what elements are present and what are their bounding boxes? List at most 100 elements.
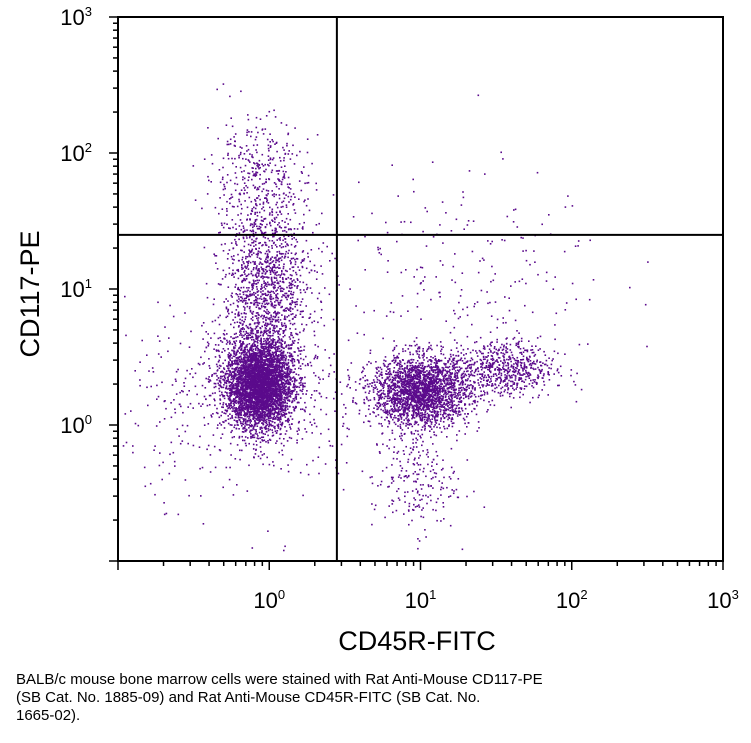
data-point (233, 372, 236, 375)
data-point (227, 407, 229, 410)
data-point (227, 388, 229, 390)
data-point (247, 409, 249, 412)
data-point (247, 363, 250, 365)
data-point (273, 367, 276, 370)
data-point (231, 424, 233, 426)
data-point (271, 365, 274, 367)
data-point (261, 395, 263, 397)
data-point (264, 405, 267, 408)
data-point (269, 318, 271, 321)
data-point (246, 266, 249, 268)
data-point (250, 411, 253, 413)
data-point (263, 414, 265, 417)
data-point (233, 377, 235, 380)
data-point (278, 405, 280, 407)
data-point (242, 291, 245, 293)
data-point (266, 346, 269, 348)
data-point (267, 367, 270, 369)
data-point (246, 423, 248, 426)
data-point (266, 350, 269, 353)
data-point (256, 363, 258, 366)
data-point (225, 381, 227, 384)
data-point (243, 410, 245, 413)
data-point (267, 379, 270, 381)
data-point (289, 394, 292, 397)
data-point (279, 361, 282, 364)
data-point (286, 391, 288, 394)
data-point (244, 361, 246, 363)
data-point (231, 386, 233, 388)
data-point (282, 414, 285, 416)
data-point (286, 393, 289, 395)
data-point (273, 356, 275, 358)
data-point (254, 387, 256, 389)
data-point (267, 391, 269, 393)
data-point (316, 297, 319, 300)
data-point (253, 428, 255, 431)
data-point (263, 415, 266, 418)
data-point (272, 378, 274, 381)
data-point (228, 381, 230, 384)
data-point (240, 386, 243, 389)
data-point (244, 303, 247, 305)
data-point (254, 398, 256, 400)
data-point (249, 397, 252, 400)
data-point (245, 414, 248, 416)
data-point (295, 406, 297, 408)
data-point (277, 427, 280, 429)
data-point (251, 364, 253, 366)
data-point (228, 403, 230, 405)
data-point (278, 355, 280, 358)
data-point (264, 327, 267, 329)
data-point (248, 236, 251, 239)
data-point (276, 367, 279, 370)
data-point (260, 258, 262, 260)
data-point (267, 261, 269, 263)
data-point (262, 373, 264, 376)
data-point (290, 284, 292, 287)
data-point (252, 391, 254, 393)
data-point (272, 381, 274, 383)
data-point (277, 259, 279, 262)
data-point (243, 391, 246, 393)
data-point (283, 388, 286, 390)
data-point (249, 293, 252, 295)
data-point (263, 410, 265, 413)
data-point (265, 409, 268, 412)
data-point (252, 389, 255, 391)
data-point (291, 362, 294, 364)
data-point (279, 369, 281, 372)
data-point (254, 375, 256, 377)
data-point (264, 387, 267, 389)
data-point (283, 364, 286, 366)
data-point (215, 255, 218, 257)
data-point (268, 354, 270, 357)
data-point (278, 387, 280, 389)
data-point (254, 213, 256, 215)
data-point (263, 310, 265, 312)
data-point (275, 408, 278, 410)
data-point (260, 340, 262, 343)
data-point (272, 354, 274, 356)
data-point (255, 391, 258, 393)
data-point (249, 347, 252, 350)
data-point (257, 410, 260, 412)
data-point (235, 332, 237, 335)
data-point (285, 363, 288, 365)
data-point (243, 396, 246, 399)
data-point (269, 396, 272, 399)
data-point (251, 361, 253, 364)
data-point (269, 349, 271, 351)
data-point (290, 290, 292, 293)
data-point (265, 347, 267, 349)
data-point (289, 338, 292, 340)
data-point (265, 328, 267, 330)
data-point (274, 344, 277, 347)
data-point (205, 331, 207, 333)
data-point (218, 354, 221, 357)
data-point (285, 388, 287, 391)
data-point (256, 340, 258, 343)
data-point (269, 362, 271, 364)
data-point (263, 417, 266, 420)
data-point (248, 273, 250, 276)
